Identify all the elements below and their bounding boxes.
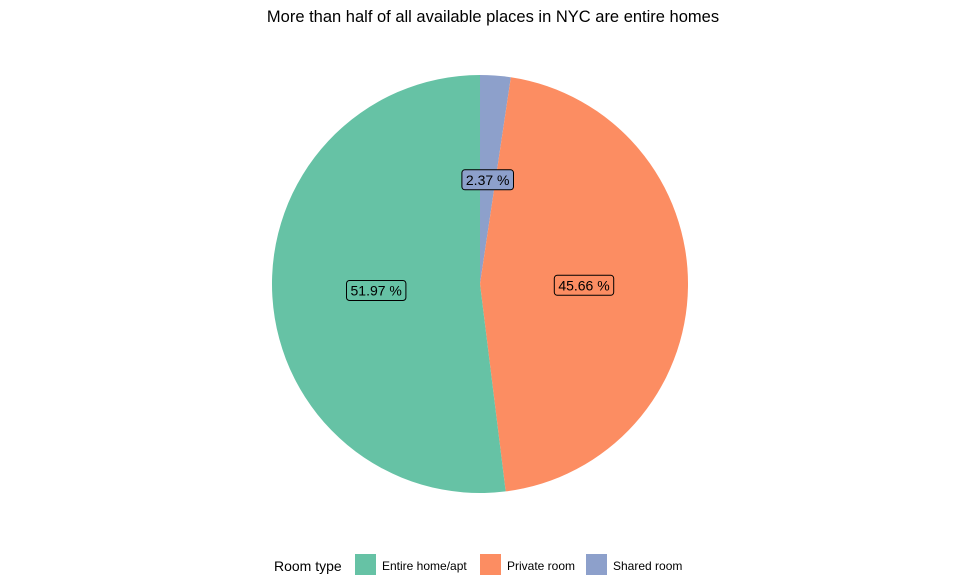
slice-label-box	[346, 280, 407, 301]
slice-label-box	[553, 274, 615, 296]
slice-label-box	[461, 169, 514, 191]
slice-label-entire-home-apt: 51.97 %	[346, 280, 407, 301]
legend-key-private-room	[480, 554, 501, 575]
slice-labels: 51.97 % 45.66 % 2.37 %	[346, 169, 615, 301]
legend-key-entire-home-apt	[355, 554, 376, 575]
legend-label-private-room: Private room	[507, 559, 575, 573]
pie-slices	[271, 75, 689, 494]
legend-label-shared-room: Shared room	[613, 559, 682, 573]
legend: Room type Entire home/apt Private room Sha…	[274, 554, 682, 575]
legend-title: Room type	[274, 558, 342, 574]
slice-label-private-room: 45.66 %	[553, 274, 615, 296]
legend-key-shared-room	[586, 554, 607, 575]
chart-title: More than half of all available places i…	[267, 8, 719, 26]
slice-label-text: 2.37 %	[466, 172, 510, 188]
legend-label-entire-home-apt: Entire home/apt	[382, 559, 467, 573]
slice-label-text: 51.97 %	[351, 283, 402, 299]
slice-label-text: 45.66 %	[558, 277, 609, 293]
slice-label-shared-room: 2.37 %	[461, 169, 514, 191]
